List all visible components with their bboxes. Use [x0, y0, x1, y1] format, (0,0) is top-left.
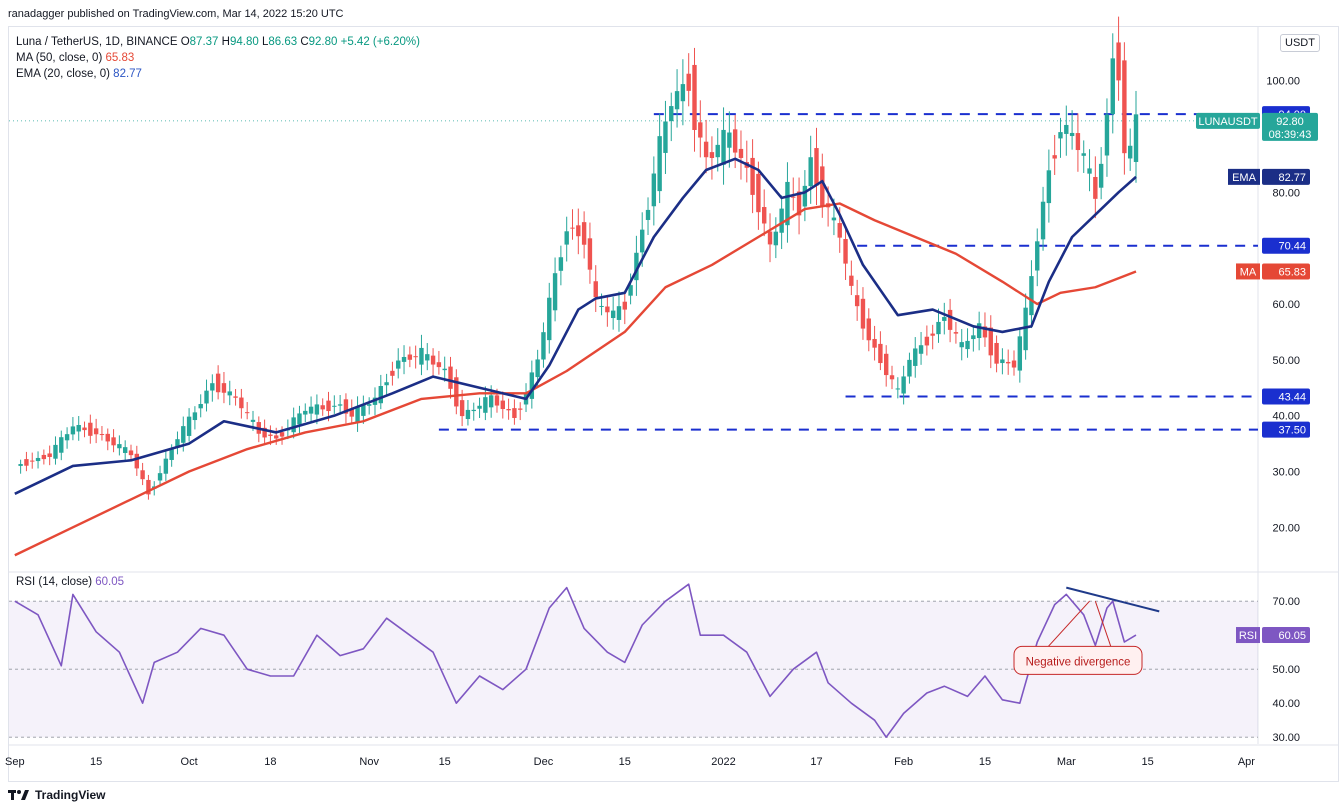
- rsi-legend: RSI (14, close) 60.05: [16, 576, 124, 588]
- legend-change: +5.42 (+6.20%): [340, 36, 420, 48]
- footer-brand[interactable]: TradingView: [8, 788, 105, 802]
- legend-high-label: H: [221, 36, 230, 48]
- legend-open-label: O: [180, 36, 190, 48]
- tradingview-logo-icon: [8, 790, 29, 800]
- legend-ma-value: 65.83: [105, 52, 135, 64]
- legend-close-label: C: [300, 36, 309, 48]
- legend-open-value: 87.37: [189, 36, 219, 48]
- rsi-legend-value: 60.05: [95, 576, 125, 588]
- currency-selector[interactable]: USDT: [1280, 34, 1320, 52]
- legend-row-ema: EMA (20, close, 0) 82.77: [16, 66, 420, 82]
- chart-legend: Luna / TetherUS, 1D, BINANCE O87.37 H94.…: [16, 34, 420, 82]
- rsi-legend-label[interactable]: RSI (14, close): [16, 576, 93, 588]
- legend-symbol[interactable]: Luna / TetherUS, 1D, BINANCE: [16, 36, 178, 48]
- published-info: ranadagger published on TradingView.com,…: [8, 8, 344, 20]
- legend-ma-label[interactable]: MA (50, close, 0): [16, 52, 103, 64]
- footer-brand-name: TradingView: [35, 788, 106, 802]
- legend-row-ma: MA (50, close, 0) 65.83: [16, 50, 420, 66]
- legend-low-label: L: [261, 36, 269, 48]
- legend-high-value: 94.80: [229, 36, 259, 48]
- legend-close-value: 92.80: [308, 36, 338, 48]
- legend-row-price: Luna / TetherUS, 1D, BINANCE O87.37 H94.…: [16, 34, 420, 50]
- legend-ema-label[interactable]: EMA (20, close, 0): [16, 68, 110, 80]
- legend-low-value: 86.63: [268, 36, 298, 48]
- legend-ema-value: 82.77: [113, 68, 142, 80]
- chart-frame: [8, 26, 1339, 782]
